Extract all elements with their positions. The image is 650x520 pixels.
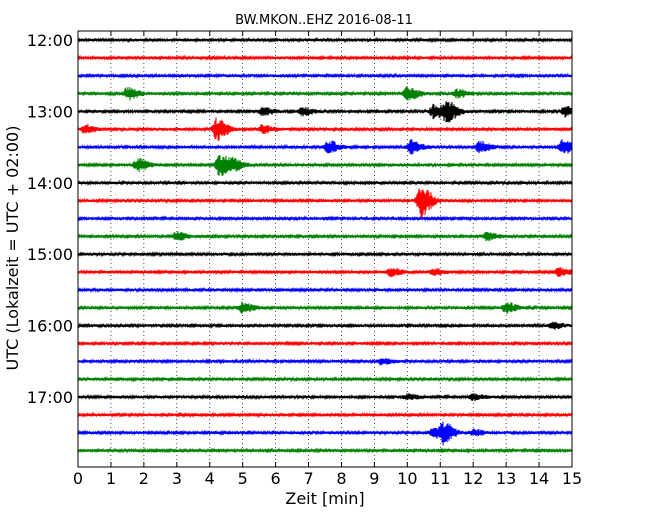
x-tick-label: 15 [562, 469, 582, 488]
chart-title: BW.MKON..EHZ 2016-08-11 [235, 13, 413, 28]
x-axis-label: Zeit [min] [285, 489, 364, 508]
trace-12:45 [77, 85, 573, 101]
x-tick-label: 5 [238, 469, 248, 488]
trace-16:30 [77, 357, 573, 366]
y-tick-label: 14:00 [27, 174, 73, 193]
trace-16:15 [77, 340, 573, 347]
plot-frame [77, 30, 573, 468]
x-tick-label: 14 [529, 469, 549, 488]
trace-14:00 [77, 179, 573, 187]
y-tick-label: 15:00 [27, 245, 73, 264]
x-tick-label: 7 [303, 469, 313, 488]
x-tick-label: 10 [397, 469, 417, 488]
y-tick-label: 16:00 [27, 317, 73, 336]
x-tick-label: 11 [430, 469, 450, 488]
x-tick-label: 2 [139, 469, 149, 488]
trace-13:00 [77, 101, 573, 123]
trace-15:15 [77, 267, 573, 278]
trace-14:45 [77, 231, 573, 242]
trace-15:30 [77, 286, 573, 294]
trace-16:00 [77, 321, 573, 330]
trace-17:15 [77, 411, 573, 419]
trace-13:30 [77, 139, 573, 155]
x-tick-label: 9 [369, 469, 379, 488]
trace-17:00 [77, 392, 573, 402]
trace-14:30 [77, 215, 573, 222]
x-tick-label: 1 [106, 469, 116, 488]
x-tick-label: 12 [463, 469, 483, 488]
y-axis-label: UTC (Lokalzeit = UTC + 02:00) [3, 126, 22, 371]
x-tick-label: 8 [336, 469, 346, 488]
trace-12:00 [77, 36, 573, 44]
y-tick-label: 13:00 [27, 102, 73, 121]
trace-15:00 [77, 250, 573, 258]
trace-16:45 [77, 375, 573, 383]
trace-14:15 [77, 188, 573, 219]
trace-15:45 [77, 301, 573, 315]
x-tick-label: 0 [73, 469, 83, 488]
y-axis-ticks: 12:00 13:00 14:00 15:00 16:00 17:00 [27, 31, 572, 407]
x-tick-label: 4 [205, 469, 215, 488]
trace-12:15 [77, 54, 573, 62]
trace-17:30 [77, 421, 573, 446]
trace-13:15 [77, 117, 573, 141]
trace-17:45 [77, 447, 573, 454]
x-tick-label: 6 [271, 469, 281, 488]
x-tick-label: 13 [496, 469, 516, 488]
trace-13:45 [77, 155, 573, 176]
y-tick-label: 12:00 [27, 31, 73, 50]
x-tick-label: 3 [172, 469, 182, 488]
y-tick-label: 17:00 [27, 388, 73, 407]
x-axis-ticks: 0 1 2 3 4 5 6 7 8 9 10 11 12 13 14 15 [73, 31, 582, 488]
trace-12:30 [77, 72, 573, 79]
seismic-traces [77, 36, 573, 454]
grid-lines [110, 31, 540, 467]
